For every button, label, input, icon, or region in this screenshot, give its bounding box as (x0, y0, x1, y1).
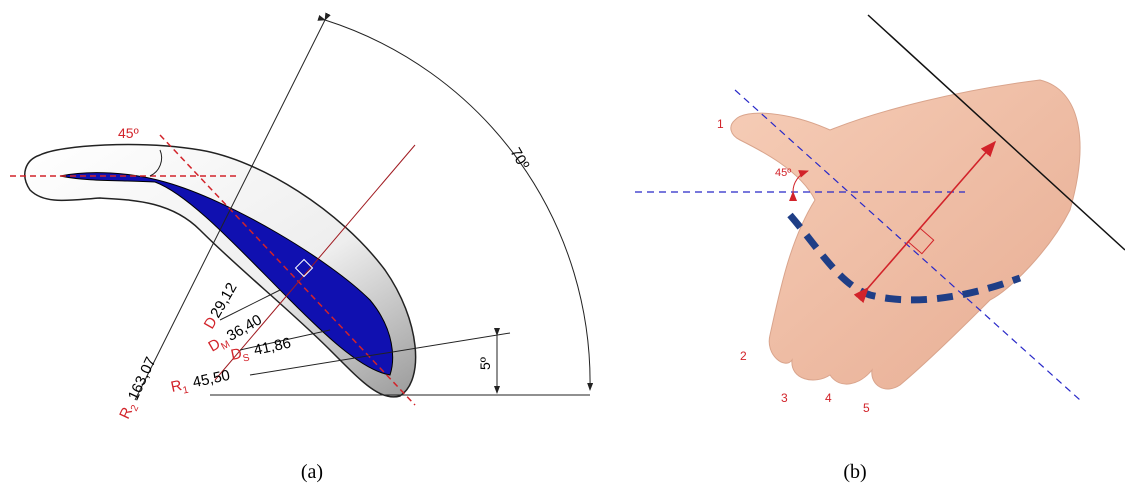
finger-label: 3 (781, 391, 788, 405)
angle-label: 45º (775, 167, 791, 179)
angle-arc (317, 15, 594, 391)
panel-b: 45º 1 2 3 4 5 (b) (635, 14, 1125, 483)
arrow (853, 140, 997, 304)
dim-line (219, 289, 281, 321)
dim-line (134, 12, 331, 401)
caption: (b) (843, 461, 866, 483)
dim-value: 163,07 (125, 354, 160, 403)
dim-value: 41,86 (252, 335, 292, 359)
finger-label: 2 (740, 349, 747, 363)
angle-label: 45º (118, 125, 139, 141)
dim-value: 29,12 (207, 280, 240, 321)
caption: (a) (301, 461, 323, 483)
panel-a: 45º 70º 5º D29,12 DM36,40 DS 41,86 R1 45,5… (10, 12, 594, 483)
dim-subscript: 1 (182, 385, 190, 397)
dim-subscript: 2 (129, 403, 142, 413)
dim-value: 36,40 (224, 311, 265, 344)
finger-label: 1 (717, 117, 724, 131)
angle-arc (789, 170, 809, 202)
reference-line (867, 14, 1125, 251)
angle-arc (149, 149, 163, 177)
dimension: DS 41,86 (229, 335, 293, 367)
dimension: R1 45,50 (169, 367, 232, 399)
dim-subscript: S (242, 352, 251, 364)
dim-symbol: R (169, 377, 183, 396)
angle-label: 5º (477, 357, 493, 370)
dim-symbol: D (229, 345, 243, 364)
hand (730, 79, 1081, 390)
right-angle (294, 258, 314, 278)
dimension: R2163,07 (116, 354, 162, 423)
right-angle (907, 227, 935, 255)
dim-value: 45,50 (191, 367, 231, 391)
axis-line (159, 134, 416, 406)
finger-label: 4 (825, 391, 832, 405)
dim-line (249, 332, 511, 376)
dim-line (239, 329, 331, 351)
finger-label: 5 (863, 401, 870, 415)
